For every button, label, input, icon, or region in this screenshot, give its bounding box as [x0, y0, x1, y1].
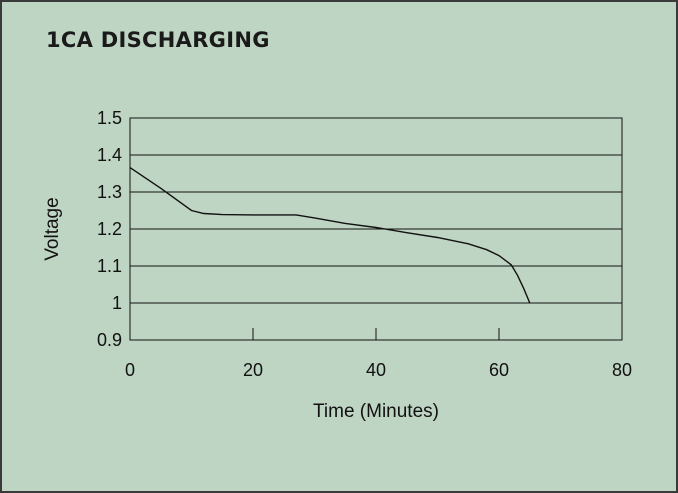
voltage-series-line	[129, 167, 531, 304]
y-axis-title: Voltage	[42, 197, 63, 260]
chart-title: 1CA DISCHARGING	[46, 28, 270, 52]
y-tick-label: 1	[112, 293, 122, 313]
y-tick-label: 1.5	[97, 108, 122, 128]
x-tick-label: 0	[125, 360, 135, 380]
y-tick-label: 1.4	[97, 145, 122, 165]
y-tick-label: 0.9	[97, 330, 122, 350]
y-tick-label: 1.3	[97, 182, 122, 202]
y-tick-label: 1.2	[97, 219, 122, 239]
x-tick-label: 60	[489, 360, 509, 380]
x-tick-label: 20	[243, 360, 263, 380]
x-axis-title: Time (Minutes)	[313, 401, 439, 422]
y-tick-label: 1.1	[97, 256, 122, 276]
x-tick-label: 80	[612, 360, 632, 380]
x-tick-label: 40	[366, 360, 386, 380]
